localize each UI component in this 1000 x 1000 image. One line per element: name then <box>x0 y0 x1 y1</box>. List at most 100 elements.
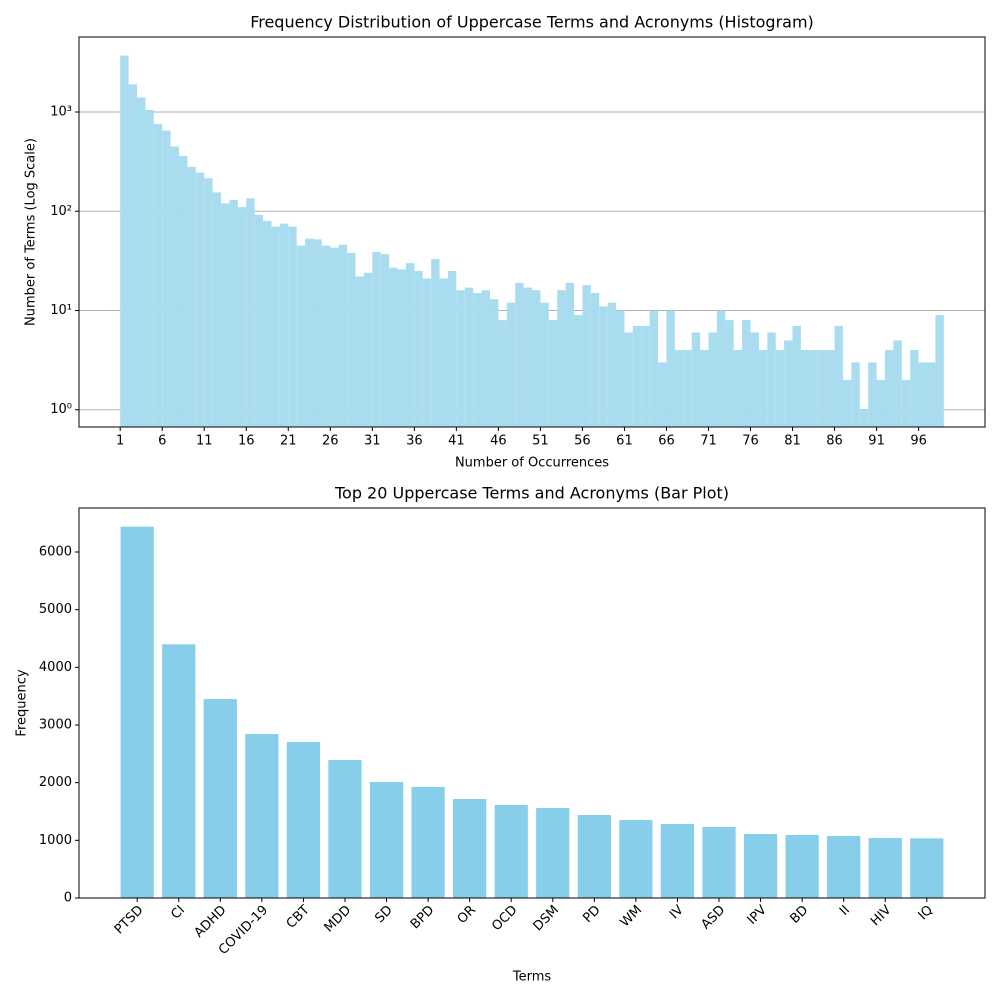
x-tick-label: BD <box>787 903 811 927</box>
histogram-bar <box>523 287 532 427</box>
y-tick-label: 0 <box>64 891 72 906</box>
x-tick-label: PD <box>580 903 603 926</box>
y-tick-label: 1000 <box>39 833 72 848</box>
histogram-bar <box>666 310 675 427</box>
histogram-bar <box>414 271 423 427</box>
histogram-bar <box>725 320 734 427</box>
bar <box>910 838 944 898</box>
bar <box>494 804 528 898</box>
histogram-bar <box>742 320 751 427</box>
histogram-bar <box>792 325 801 427</box>
histogram-bar <box>674 349 684 427</box>
axes-frame <box>78 36 986 428</box>
histogram-bar <box>641 325 650 427</box>
histogram-bar <box>305 238 314 427</box>
histogram-bar <box>254 214 264 427</box>
bar <box>411 786 445 898</box>
histogram-bar <box>145 109 154 427</box>
histogram-bar <box>817 349 827 427</box>
histogram-bar <box>481 290 490 427</box>
bar <box>868 838 902 898</box>
histogram-bar <box>599 306 608 427</box>
x-tick-label: SD <box>372 903 396 927</box>
histogram-bar <box>700 349 709 427</box>
bar <box>536 808 570 898</box>
bar <box>827 836 861 898</box>
x-tick-label: 71 <box>700 434 717 449</box>
y-tick-label: 5000 <box>39 602 72 617</box>
histogram-bar <box>918 362 928 427</box>
histogram-bar <box>901 379 911 427</box>
histogram-bar <box>195 172 205 427</box>
x-tick-label: IV <box>667 903 687 923</box>
histogram-bar <box>313 239 322 427</box>
histogram-bar <box>489 299 499 427</box>
histogram-bar <box>540 302 549 427</box>
histogram-bar <box>775 349 785 427</box>
chart: Frequency Distribution of Uppercase Term… <box>24 13 986 471</box>
histogram-bar <box>212 192 222 427</box>
x-tick-label: ASD <box>699 903 729 933</box>
bar <box>162 644 196 898</box>
x-tick-label: 96 <box>910 434 927 449</box>
x-tick-label: CBT <box>284 903 313 932</box>
x-tick-label: IQ <box>916 903 937 924</box>
bar <box>453 798 487 898</box>
histogram-bar <box>750 332 759 427</box>
histogram-bar <box>767 332 776 427</box>
x-tick-label: 21 <box>280 434 297 449</box>
histogram-bar <box>321 245 331 427</box>
histogram-bar <box>859 409 869 427</box>
x-tick-label: WM <box>618 903 646 931</box>
histogram-bar <box>565 282 575 427</box>
histogram-bar <box>758 349 768 427</box>
x-tick-label: MDD <box>322 903 355 936</box>
histogram-bar <box>229 199 238 427</box>
histogram-bar <box>574 315 583 427</box>
histogram-bar <box>170 146 180 428</box>
histogram-bar <box>834 325 843 427</box>
y-axis-label: Frequency <box>15 669 30 736</box>
histogram-bar <box>389 267 398 427</box>
histogram-bar <box>456 290 465 427</box>
x-tick-label: CI <box>168 903 188 923</box>
histogram-bar <box>221 203 230 427</box>
histogram-bar <box>179 156 188 427</box>
x-tick-label: II <box>837 903 853 919</box>
histogram-bar <box>355 276 364 427</box>
x-tick-label: ADHD <box>192 903 230 941</box>
histogram-bar <box>658 362 667 427</box>
histogram-bar <box>884 349 894 427</box>
x-tick-label: 56 <box>574 434 591 449</box>
histogram-bar <box>330 247 339 427</box>
x-tick-label: 86 <box>826 434 843 449</box>
histogram-bar <box>422 278 432 427</box>
x-tick-label: 66 <box>658 434 675 449</box>
histogram-bar <box>582 285 591 427</box>
y-tick-label: 3000 <box>39 717 72 732</box>
histogram-bar <box>708 332 717 427</box>
histogram-bar <box>809 349 818 427</box>
x-tick-label: 1 <box>116 434 124 449</box>
y-tick-label: 10¹ <box>50 303 72 318</box>
x-tick-label: 31 <box>364 434 381 449</box>
x-tick-label: OR <box>455 903 479 927</box>
y-tick-label: 2000 <box>39 775 72 790</box>
histogram-bar <box>237 207 247 427</box>
x-tick-label: 11 <box>196 434 213 449</box>
histogram-bar <box>246 198 255 427</box>
histogram-bar <box>826 349 835 427</box>
x-tick-label: IPV <box>745 903 770 928</box>
histogram-bar <box>910 349 919 427</box>
chart-title: Top 20 Uppercase Terms and Acronyms (Bar… <box>334 484 729 503</box>
x-tick-label: OCD <box>489 903 520 934</box>
x-tick-label: 61 <box>616 434 633 449</box>
histogram-bar <box>279 223 289 427</box>
x-tick-label: 26 <box>322 434 339 449</box>
histogram-bar <box>927 362 936 427</box>
histogram-bar <box>397 269 406 427</box>
y-tick-label: 6000 <box>39 544 72 559</box>
chart-title: Frequency Distribution of Uppercase Term… <box>250 13 814 32</box>
x-tick-label: 41 <box>448 434 465 449</box>
